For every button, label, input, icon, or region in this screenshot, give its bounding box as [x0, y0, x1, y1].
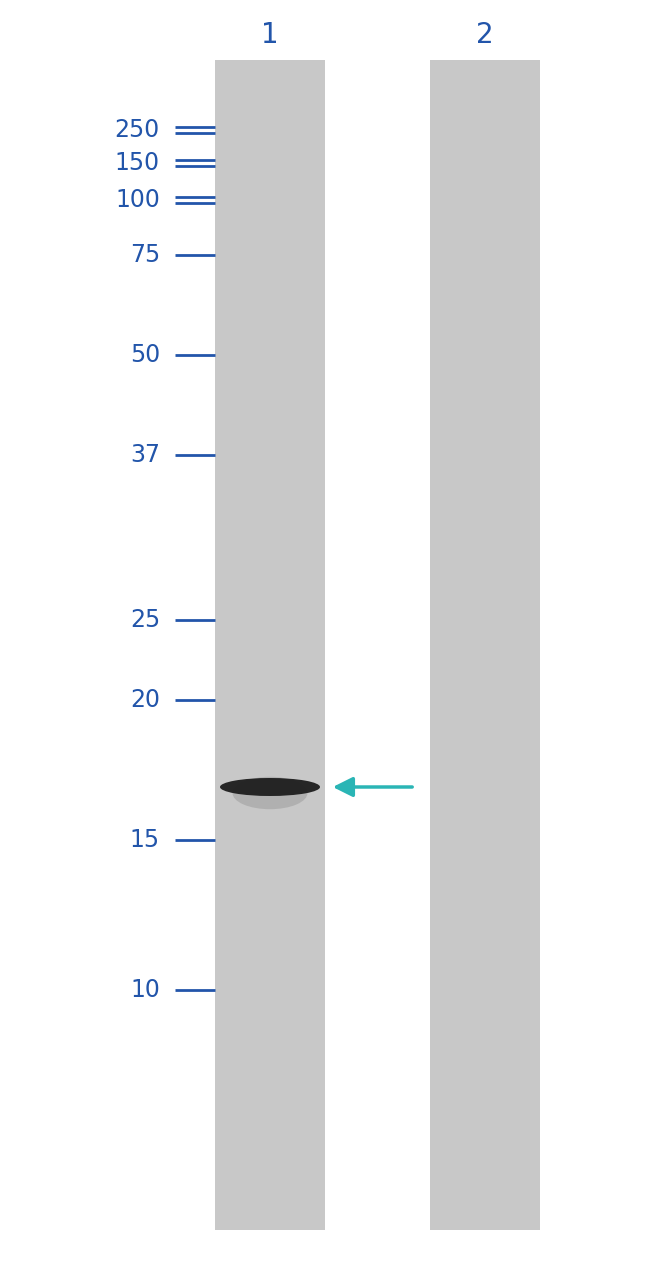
Text: 10: 10: [130, 978, 160, 1002]
Text: 15: 15: [130, 828, 160, 852]
Text: 25: 25: [130, 608, 160, 632]
Text: 50: 50: [130, 343, 160, 367]
Text: 1: 1: [261, 22, 279, 50]
Text: 37: 37: [130, 443, 160, 467]
Bar: [215, 60, 325, 1231]
Text: 2: 2: [476, 22, 494, 50]
Text: 150: 150: [115, 151, 160, 175]
Text: 20: 20: [130, 688, 160, 712]
Bar: [430, 60, 540, 1231]
Text: 75: 75: [130, 243, 160, 267]
Ellipse shape: [233, 777, 307, 809]
Ellipse shape: [220, 779, 320, 796]
Text: 100: 100: [115, 188, 160, 212]
Text: 250: 250: [115, 118, 160, 142]
